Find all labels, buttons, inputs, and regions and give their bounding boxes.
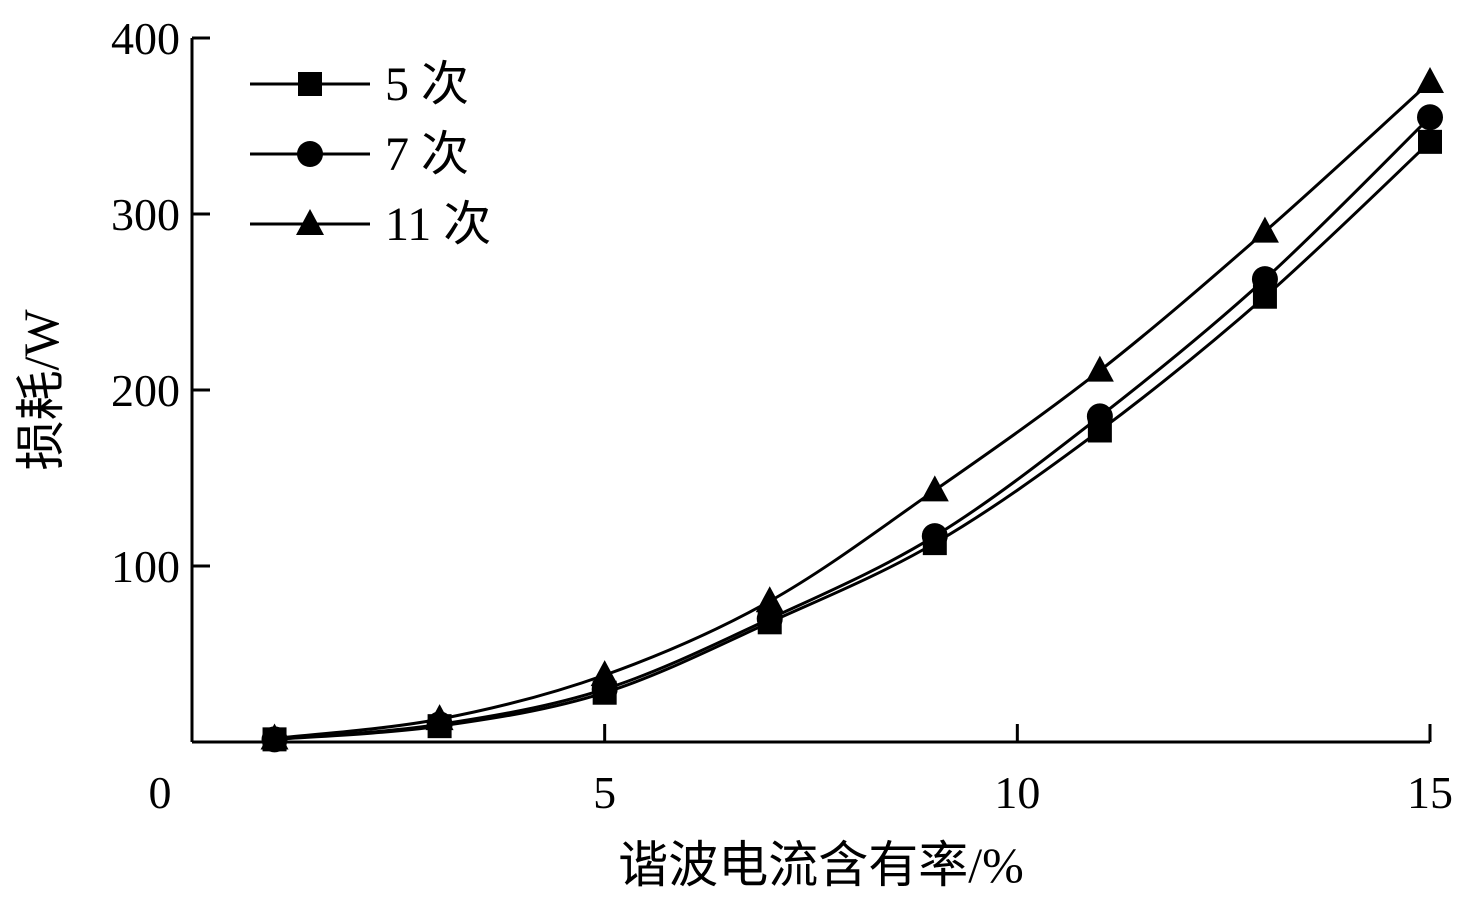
y-tick-label: 400	[111, 13, 180, 64]
data-point-triangle	[1416, 67, 1444, 93]
data-point-circle	[921, 523, 948, 550]
legend-marker-square	[298, 72, 322, 96]
y-tick-label: 300	[111, 189, 180, 240]
x-tick-label: 10	[994, 767, 1040, 818]
series-line	[274, 80, 1432, 740]
y-tick-label: 100	[111, 541, 180, 592]
ticks: 0 5 10 15 100 200 300 400	[111, 13, 1453, 818]
x-tick-label: 0	[149, 767, 172, 818]
legend-label: 5 次	[385, 58, 469, 111]
data-point-circle	[1251, 266, 1278, 293]
series-3	[260, 67, 1444, 750]
data-point-triangle	[1085, 355, 1114, 382]
data-point-triangle	[260, 723, 289, 750]
data-point-triangle	[755, 586, 784, 613]
x-tick-label: 15	[1407, 767, 1453, 818]
legend-marker-triangle	[296, 209, 324, 235]
legend-marker-circle	[297, 141, 323, 167]
y-axis-title: 损耗/W	[13, 309, 69, 471]
data-point-triangle	[425, 704, 454, 731]
data-point-circle	[1086, 403, 1113, 430]
x-axis-title: 谐波电流含有率/%	[618, 837, 1024, 893]
data-point-triangle	[1250, 216, 1279, 243]
data-point-triangle	[920, 475, 949, 502]
legend-item: 7 次	[250, 128, 469, 181]
x-tick-label: 5	[593, 767, 616, 818]
legend-item: 5 次	[250, 58, 469, 111]
data-point-square	[1418, 129, 1442, 154]
y-tick-label: 200	[111, 365, 180, 416]
axes	[190, 38, 1430, 744]
data-point-triangle	[590, 660, 619, 687]
legend-label: 7 次	[385, 128, 469, 181]
data-point-circle	[756, 605, 783, 632]
legend-item: 11 次	[250, 198, 491, 251]
legend: 5 次 7 次 11 次	[250, 58, 491, 251]
series-group	[260, 67, 1444, 753]
legend-label: 11 次	[385, 198, 491, 251]
data-point-circle	[1417, 104, 1443, 131]
